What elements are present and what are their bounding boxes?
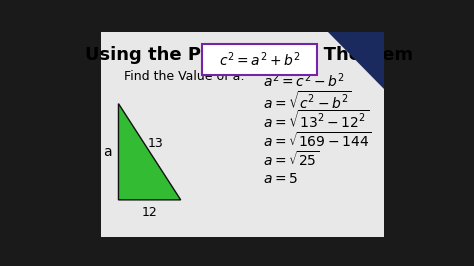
Text: $a = \sqrt{13^2 - 12^2}$: $a = \sqrt{13^2 - 12^2}$	[263, 110, 369, 131]
FancyBboxPatch shape	[101, 32, 384, 237]
Text: $a = 5$: $a = 5$	[263, 172, 298, 186]
Text: $a = \sqrt{25}$: $a = \sqrt{25}$	[263, 150, 319, 169]
Text: Using the Pythagorean Theorem: Using the Pythagorean Theorem	[84, 46, 413, 64]
Text: 13: 13	[147, 137, 163, 150]
Text: Find the Value of a:: Find the Value of a:	[124, 70, 245, 84]
Text: $a^2 = c^2 - b^2$: $a^2 = c^2 - b^2$	[263, 72, 345, 90]
Polygon shape	[328, 32, 384, 89]
Text: a: a	[103, 145, 111, 159]
Text: $a = \sqrt{169 - 144}$: $a = \sqrt{169 - 144}$	[263, 131, 372, 149]
FancyBboxPatch shape	[202, 44, 317, 75]
Text: 12: 12	[142, 206, 157, 219]
Polygon shape	[118, 104, 181, 200]
Text: $c^2 = a^2 + b^2$: $c^2 = a^2 + b^2$	[219, 50, 301, 69]
Text: $a = \sqrt{c^2 - b^2}$: $a = \sqrt{c^2 - b^2}$	[263, 90, 351, 112]
